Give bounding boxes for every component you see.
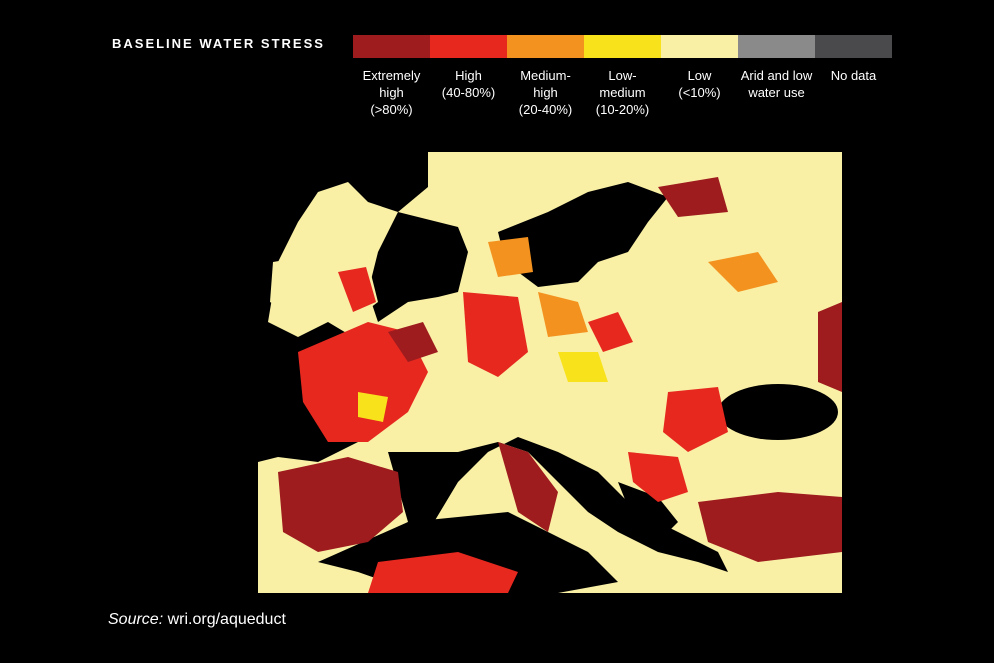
legend-label-line: high (533, 85, 558, 100)
legend-label-line: Low (687, 68, 712, 83)
legend-swatch (661, 35, 738, 58)
map (258, 152, 842, 593)
legend-label-line: (10-20%) (595, 102, 650, 117)
legend-label-line: Arid and low (740, 68, 813, 83)
legend-label-line: medium (599, 85, 646, 100)
legend-label: Low (<10%) (661, 67, 738, 101)
legend-swatch (738, 35, 815, 58)
legend-swatch (507, 35, 584, 58)
legend-label: Medium-high (20-40%) (507, 67, 584, 118)
legend-label-line: High (455, 68, 482, 83)
legend-label-line: Extremely (362, 68, 421, 83)
legend-label-line: (>80%) (370, 102, 413, 117)
legend-label-line: No data (830, 68, 877, 83)
legend-label: High (40-80%) (430, 67, 507, 101)
legend-label: Low-medium (10-20%) (584, 67, 661, 118)
legend: Extremely high (>80%) High (40-80%) Medium-hi… (353, 35, 893, 125)
legend-label-line: (40-80%) (441, 85, 496, 100)
legend-label-line: Medium- (520, 68, 571, 83)
legend-title: BASELINE WATER STRESS (112, 36, 325, 51)
legend-swatch (815, 35, 892, 58)
legend-label-line: water use (748, 85, 805, 100)
source-text: wri.org/aqueduct (167, 611, 286, 628)
legend-label-line: (<10%) (678, 85, 721, 100)
legend-label-line: Low- (608, 68, 637, 83)
source-label: Source: (108, 611, 164, 628)
source: Source: wri.org/aqueduct (108, 611, 286, 629)
legend-swatch (584, 35, 661, 58)
legend-swatch (353, 35, 430, 58)
legend-label: No data (815, 67, 892, 84)
legend-label: Arid and low water use (738, 67, 815, 101)
legend-label-line: high (379, 85, 404, 100)
legend-swatch (430, 35, 507, 58)
legend-label: Extremely high (>80%) (353, 67, 430, 118)
legend-label-line: (20-40%) (518, 102, 573, 117)
